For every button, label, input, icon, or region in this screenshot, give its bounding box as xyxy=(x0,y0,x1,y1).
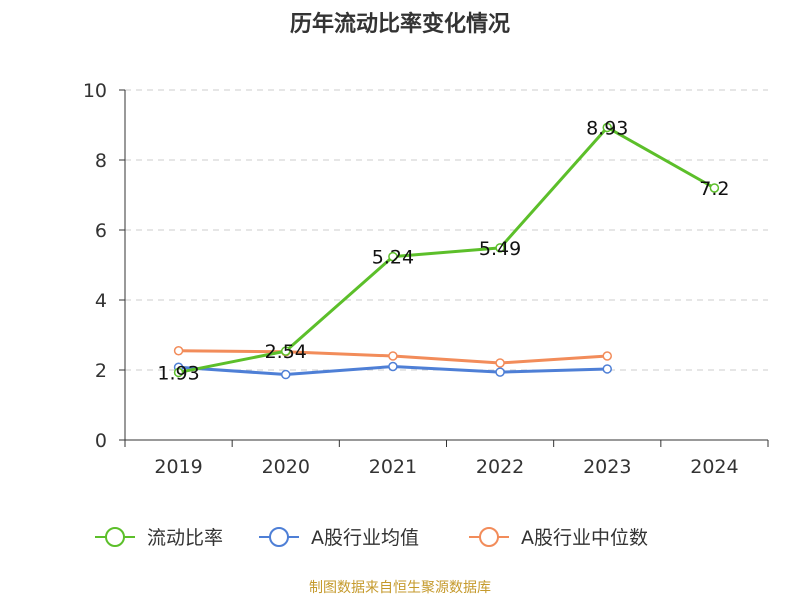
data-label: 2.54 xyxy=(265,341,307,363)
y-tick-label: 0 xyxy=(95,430,107,452)
data-point xyxy=(709,183,720,193)
legend-marker xyxy=(105,527,125,547)
data-label: 7.2 xyxy=(699,178,729,200)
data-point xyxy=(173,367,184,378)
chart-title: 历年流动比率变化情况 xyxy=(289,12,510,37)
data-point xyxy=(388,361,398,372)
y-tick-label: 6 xyxy=(95,220,107,242)
data-label: 1.93 xyxy=(157,362,199,384)
legend-marker xyxy=(479,527,499,547)
data-label: 5.49 xyxy=(479,238,521,260)
data-point xyxy=(281,369,291,380)
data-point xyxy=(495,358,505,368)
legend-label: 流动比率 xyxy=(147,527,223,549)
x-tick-label: 2022 xyxy=(476,456,524,478)
legend-label: A股行业中位数 xyxy=(521,527,648,549)
x-tick-label: 2021 xyxy=(369,456,417,478)
x-tick-label: 2024 xyxy=(690,456,738,478)
legend-marker xyxy=(269,527,289,547)
data-point xyxy=(495,367,505,377)
x-tick-label: 2023 xyxy=(583,456,631,478)
data-point xyxy=(602,351,612,361)
y-tick-label: 8 xyxy=(95,150,107,172)
data-point xyxy=(173,346,184,356)
series-line xyxy=(178,125,716,374)
legend-label: A股行业均值 xyxy=(311,527,419,549)
data-point xyxy=(388,351,398,361)
data-point xyxy=(495,243,505,253)
data-point xyxy=(602,122,612,133)
source-footer: 制图数据来自恒生聚源数据库 xyxy=(309,580,491,596)
y-tick-label: 2 xyxy=(95,360,107,382)
data-point xyxy=(602,364,612,374)
y-tick-label: 10 xyxy=(83,80,107,102)
x-tick-label: 2020 xyxy=(262,456,310,478)
data-label: 5.24 xyxy=(372,247,414,269)
data-point xyxy=(281,346,291,356)
data-label: 8.93 xyxy=(586,117,628,139)
y-tick-label: 4 xyxy=(95,290,107,312)
x-tick-label: 2019 xyxy=(154,456,202,478)
data-point xyxy=(388,251,398,262)
